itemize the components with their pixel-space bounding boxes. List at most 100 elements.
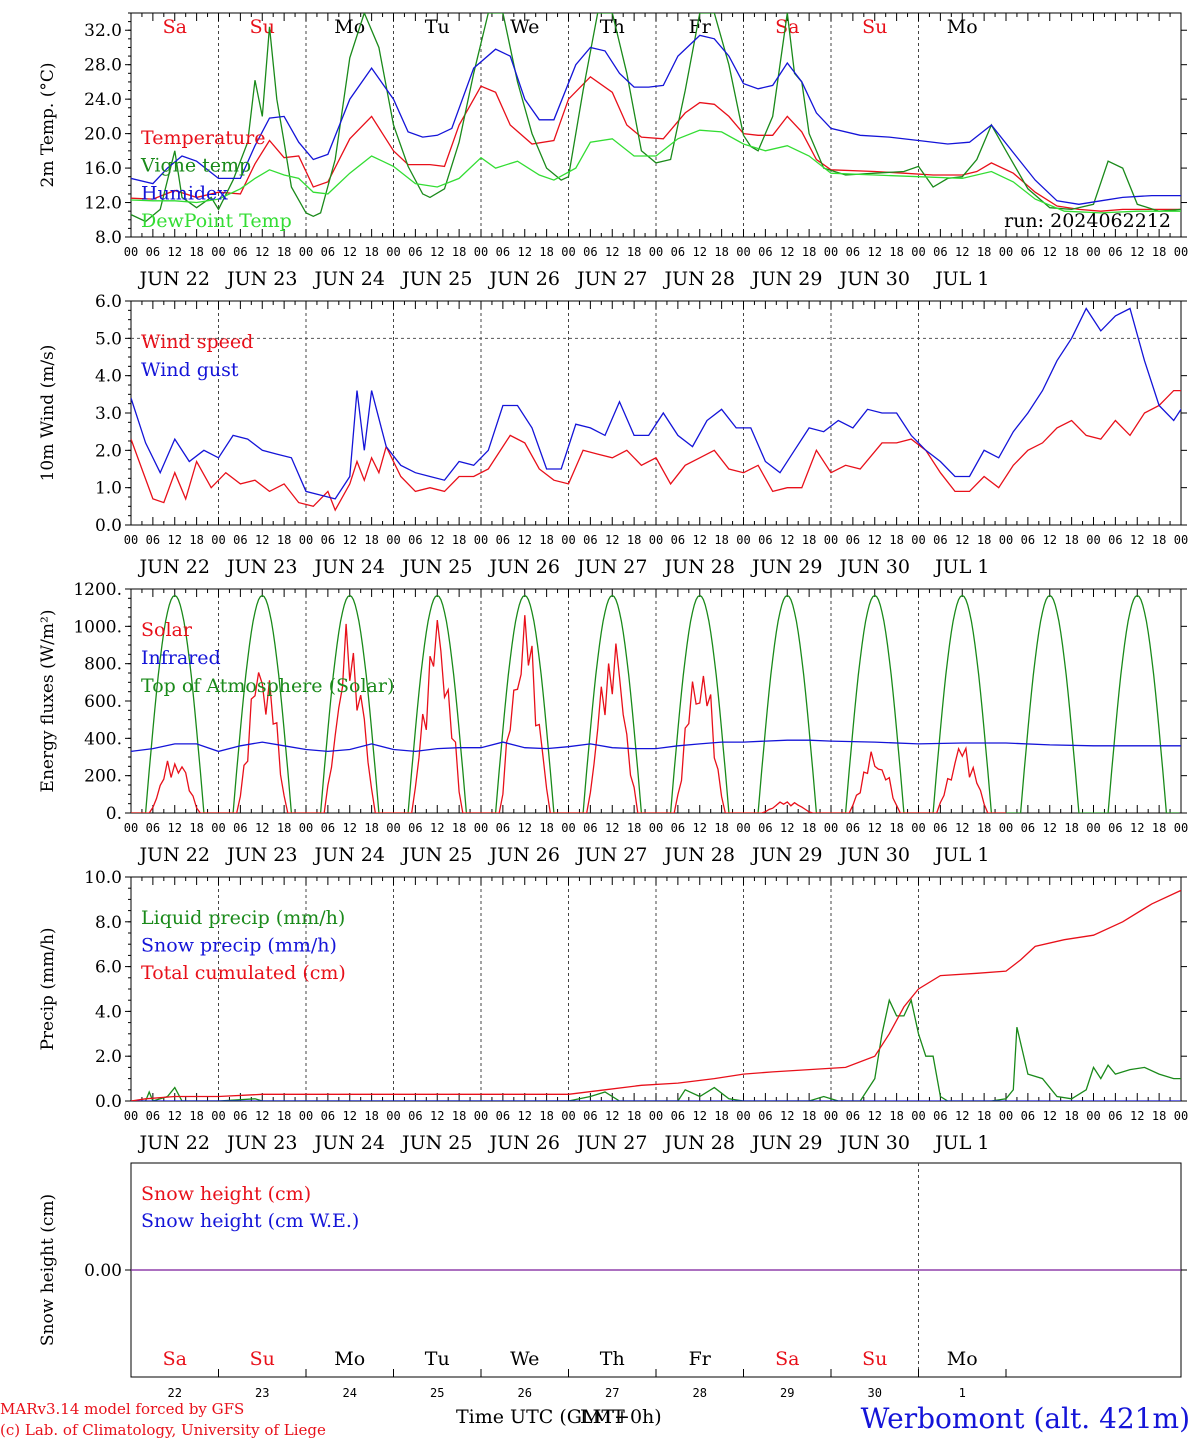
date-label: JUL 1	[933, 1132, 989, 1154]
hour-tick-label: 18	[802, 1109, 816, 1123]
date-label: JUN 23	[225, 844, 297, 866]
hour-tick-label: 06	[846, 533, 860, 547]
series-group	[131, 594, 1181, 813]
hour-tick-label: 18	[889, 821, 903, 835]
y-tick-label: 4.0	[95, 1002, 122, 1022]
hour-tick-label: 12	[518, 533, 532, 547]
hour-tick-label: 12	[1130, 245, 1144, 259]
hour-tick-label: 18	[1152, 245, 1166, 259]
day-number-label: 23	[255, 1386, 269, 1400]
hour-tick-label: 18	[977, 533, 991, 547]
date-label: JUN 26	[488, 844, 560, 866]
hour-tick-label: 18	[364, 533, 378, 547]
hour-tick-label: 00	[1086, 821, 1100, 835]
hour-tick-label: 06	[583, 245, 597, 259]
hour-tick-label: 18	[1064, 533, 1078, 547]
panel-4: 0.0 2.0 4.0 6.0 8.0 10.0 Precip (mm/h) 00 06 12 18…	[38, 868, 1188, 1154]
hour-tick-label: 00	[561, 245, 575, 259]
hour-tick-label: 12	[255, 1109, 269, 1123]
hour-tick-label: 06	[758, 821, 772, 835]
hour-tick-label: 18	[714, 821, 728, 835]
xaxis-label: Time UTC (GMT+0h)	[456, 1406, 662, 1428]
hour-tick-label: 12	[693, 1109, 707, 1123]
y-tick-label: 20.0	[84, 125, 122, 145]
hour-tick-label: 00	[474, 245, 488, 259]
hour-tick-label: 00	[1174, 1109, 1188, 1123]
hour-tick-label: 06	[933, 821, 947, 835]
hour-tick-label: 00	[211, 245, 225, 259]
hour-tick-label: 06	[846, 1109, 860, 1123]
hour-tick-label: 06	[146, 1109, 160, 1123]
y-axis-label: Energy fluxes (W/m²)	[38, 610, 58, 793]
legend-item: Temperature	[141, 127, 265, 149]
hour-tick-label: 12	[1043, 533, 1057, 547]
hour-tick-label: 12	[868, 245, 882, 259]
hour-tick-label: 06	[496, 1109, 510, 1123]
day-name-label: Fr	[689, 16, 712, 38]
hour-tick-label: 18	[1064, 821, 1078, 835]
day-number-label: 28	[693, 1386, 707, 1400]
hour-tick-label: 00	[736, 821, 750, 835]
hour-tick-label: 12	[255, 245, 269, 259]
hour-tick-label: 18	[189, 1109, 203, 1123]
y-tick-label: 400.	[84, 729, 122, 749]
hour-tick-label: 18	[714, 1109, 728, 1123]
legend-item: Snow height (cm W.E.)	[141, 1210, 359, 1232]
hour-tick-label: 12	[955, 821, 969, 835]
hour-tick-label: 06	[846, 821, 860, 835]
hour-tick-label: 12	[430, 533, 444, 547]
date-label: JUN 23	[225, 1132, 297, 1154]
hour-tick-label: 18	[802, 245, 816, 259]
date-label: JUN 27	[575, 844, 647, 866]
y-tick-label: 0.0	[95, 516, 122, 536]
wind-speed-line	[131, 389, 1181, 512]
panel-1: 8.0 12.0 16.0 20.0 24.0 28.0 32.0 2m Temp. (°C)…	[38, 12, 1188, 290]
y-tick-label: 1200.	[73, 580, 122, 600]
y-tick-label: 800.	[84, 655, 122, 675]
date-label: JUN 30	[838, 844, 910, 866]
hour-tick-label: 12	[168, 533, 182, 547]
date-label: JUL 1	[933, 268, 989, 290]
hour-tick-label: 00	[474, 1109, 488, 1123]
hour-tick-label: 00	[736, 533, 750, 547]
hour-tick-label: 18	[627, 1109, 641, 1123]
hour-tick-label: 12	[605, 245, 619, 259]
hour-tick-label: 12	[605, 1109, 619, 1123]
hour-tick-label: 00	[911, 1109, 925, 1123]
hour-tick-label: 12	[255, 821, 269, 835]
hour-tick-label: 00	[1086, 533, 1100, 547]
y-tick-label: 1000.	[73, 617, 122, 637]
hour-tick-label: 06	[1108, 533, 1122, 547]
date-label: JUN 29	[750, 268, 822, 290]
day-name-label: Mo	[334, 1348, 365, 1370]
day-name-label: We	[510, 1348, 539, 1370]
toa-solar-line	[131, 594, 1180, 813]
date-label: JUN 30	[838, 1132, 910, 1154]
hour-tick-label: 06	[1108, 245, 1122, 259]
hour-tick-label: 06	[321, 245, 335, 259]
hour-tick-label: 00	[124, 533, 138, 547]
hour-tick-label: 18	[452, 1109, 466, 1123]
hour-tick-label: 06	[146, 533, 160, 547]
day-name-label: Tu	[425, 16, 450, 38]
day-name-label: Mo	[947, 16, 978, 38]
hour-tick-label: 18	[627, 821, 641, 835]
hour-tick-label: 00	[124, 1109, 138, 1123]
date-label: JUN 30	[838, 556, 910, 578]
hour-tick-label: 06	[1108, 1109, 1122, 1123]
legend-item: DewPoint Temp	[141, 210, 292, 232]
hour-tick-label: 12	[518, 1109, 532, 1123]
hour-tick-label: 00	[386, 533, 400, 547]
hour-tick-label: 06	[671, 533, 685, 547]
y-tick-label: 32.0	[84, 21, 122, 41]
hour-tick-label: 00	[211, 1109, 225, 1123]
hour-tick-label: 12	[343, 821, 357, 835]
hour-tick-label: 18	[539, 533, 553, 547]
hour-tick-label: 06	[846, 245, 860, 259]
legend-item: Top of Atmosphere (Solar)	[141, 675, 394, 697]
hour-tick-label: 06	[933, 533, 947, 547]
legend-item: Humidex	[141, 182, 228, 204]
series-group	[131, 13, 1181, 223]
hour-tick-label: 18	[452, 245, 466, 259]
y-tick-label: 5.0	[95, 329, 122, 349]
